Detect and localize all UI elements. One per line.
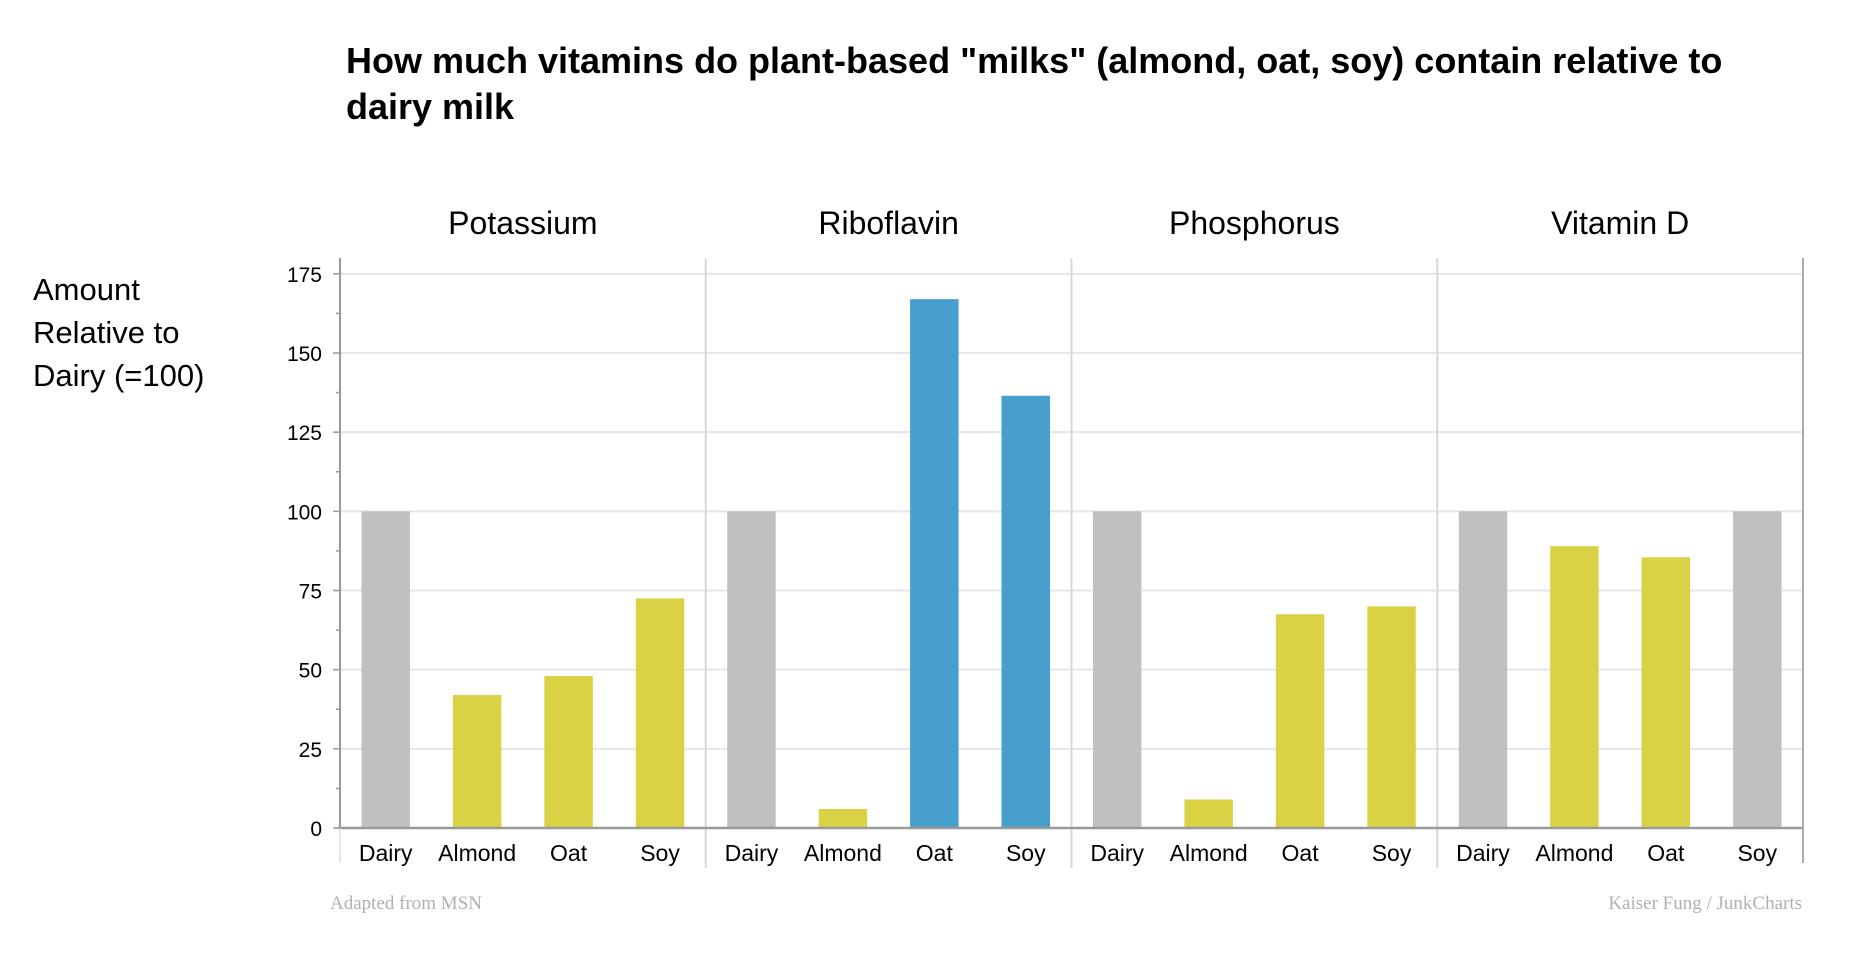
credit-note: Kaiser Fung / JunkCharts: [1608, 893, 1802, 914]
x-tick-label: Oat: [916, 840, 954, 866]
x-tick-label: Soy: [1006, 840, 1046, 866]
panel-title: Riboflavin: [818, 205, 959, 241]
x-tick-label: Oat: [1282, 840, 1320, 866]
bar-phosphorus-soy: [1367, 606, 1416, 828]
x-tick-label: Dairy: [359, 840, 413, 866]
panel-title: Vitamin D: [1551, 205, 1689, 241]
y-tick-label: 125: [287, 422, 322, 445]
y-tick-label: 100: [287, 501, 322, 524]
x-tick-label: Soy: [1372, 840, 1412, 866]
bar-phosphorus-almond: [1184, 799, 1233, 828]
bar-riboflavin-almond: [818, 809, 868, 828]
bar-riboflavin-oat: [910, 299, 959, 829]
x-tick-label: Dairy: [1090, 840, 1144, 866]
chart-title: How much vitamins do plant-based "milks"…: [346, 40, 1723, 127]
x-tick-label: Dairy: [1456, 840, 1510, 866]
x-tick-label: Almond: [804, 840, 882, 866]
bar-potassium-dairy: [361, 511, 410, 828]
bar-vitamin-d-soy: [1733, 511, 1782, 828]
x-tick-label: Soy: [1737, 840, 1777, 866]
x-tick-label: Almond: [1535, 840, 1613, 866]
bar-vitamin-d-almond: [1550, 546, 1599, 828]
source-note: Adapted from MSN: [330, 893, 482, 914]
y-tick-label: 50: [299, 660, 322, 683]
x-tick-label: Soy: [640, 840, 680, 866]
bar-vitamin-d-oat: [1641, 557, 1691, 828]
x-tick-label: Oat: [1647, 840, 1685, 866]
panel-title: Potassium: [448, 205, 597, 241]
bar-potassium-oat: [544, 676, 593, 828]
bar-phosphorus-dairy: [1092, 511, 1142, 828]
x-tick-label: Dairy: [725, 840, 779, 866]
y-tick-label: 0: [310, 818, 322, 841]
bar-riboflavin-dairy: [727, 511, 776, 828]
panel-title: Phosphorus: [1169, 205, 1340, 241]
y-tick-label: 175: [287, 264, 322, 287]
x-tick-label: Almond: [1170, 840, 1248, 866]
y-tick-label: 25: [299, 739, 322, 762]
x-tick-label: Oat: [550, 840, 588, 866]
y-axis-label: Amount Relative to Dairy (=100): [33, 272, 205, 393]
bar-vitamin-d-dairy: [1458, 511, 1508, 828]
bar-potassium-soy: [635, 598, 685, 828]
bar-riboflavin-soy: [1001, 395, 1051, 828]
x-tick-label: Almond: [438, 840, 516, 866]
bar-phosphorus-oat: [1275, 614, 1325, 828]
bar-potassium-almond: [452, 695, 502, 828]
y-tick-label: 75: [299, 581, 322, 604]
y-tick-label: 150: [287, 343, 322, 366]
